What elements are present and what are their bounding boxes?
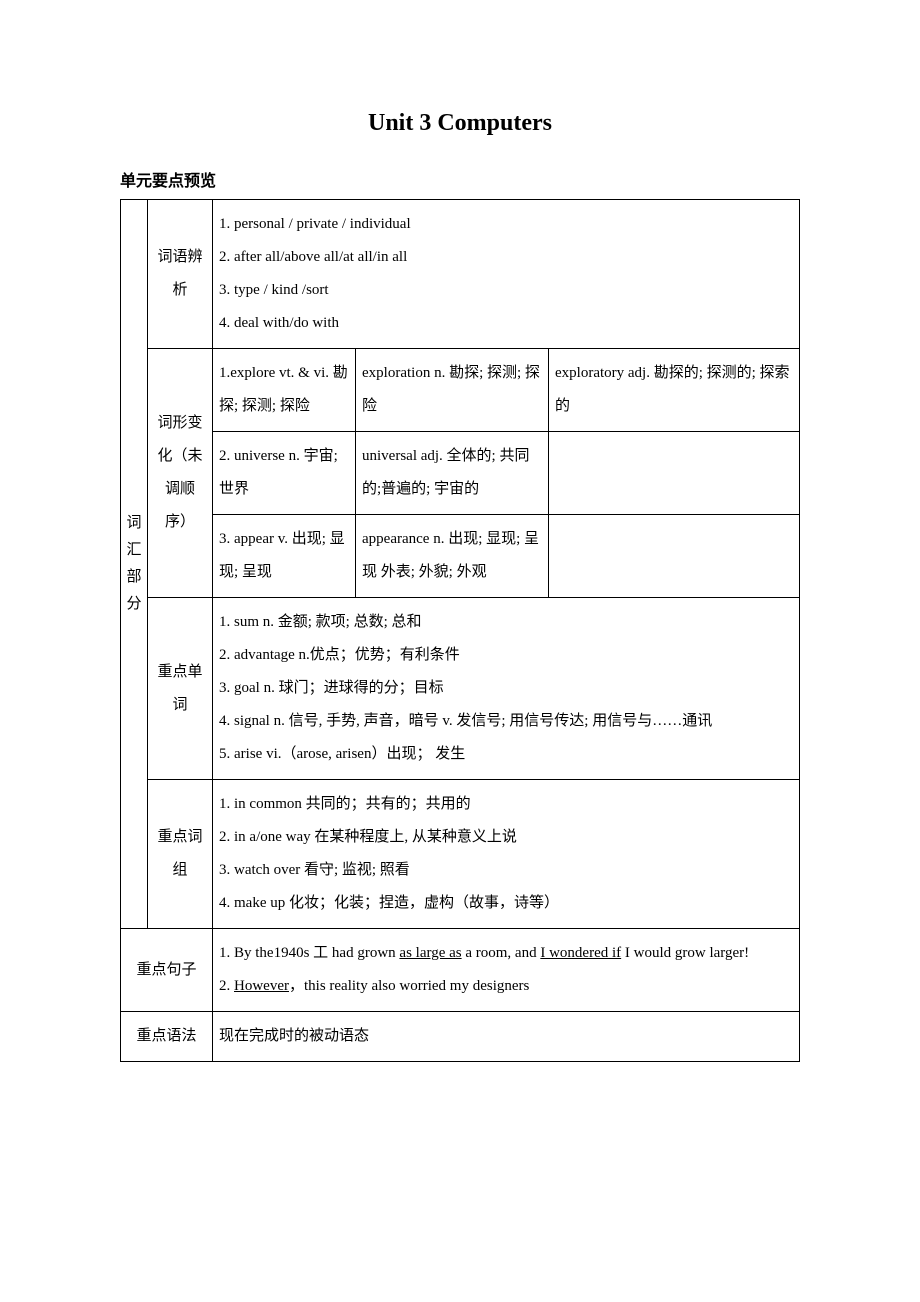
- group-label-vocab: 词汇部分: [121, 200, 148, 929]
- underline-text: However: [234, 978, 289, 994]
- wf-cell: exploratory adj. 勘探的; 探测的; 探索的: [549, 349, 800, 432]
- list-item: 3. goal n. 球门；进球得的分；目标: [219, 672, 793, 705]
- list-item: 1. in common 共同的；共有的；共用的: [219, 788, 793, 821]
- table-row: 重点单词 1. sum n. 金额; 款项; 总数; 总和 2. advanta…: [121, 598, 800, 780]
- table-row: 词形变化（未调顺序） 1.explore vt. & vi. 勘探; 探测; 探…: [121, 349, 800, 598]
- wf-cell: appearance n. 出现; 显现; 呈现 外表; 外貌; 外观: [356, 515, 549, 598]
- grammar-cell: 现在完成时的被动语态: [213, 1012, 800, 1062]
- discrimination-cell: 1. personal / private / individual 2. af…: [213, 200, 800, 349]
- list-item: 5. arise vi.（arose, arisen）出现； 发生: [219, 738, 793, 771]
- underline-text: as large as: [399, 945, 461, 961]
- section-label-sentences: 重点句子: [121, 929, 213, 1012]
- text: a room, and: [462, 945, 541, 961]
- section-label-keywords: 重点单词: [148, 598, 213, 780]
- wf-cell: [549, 515, 800, 598]
- overview-table: 词汇部分 词语辨析 1. personal / private / indivi…: [120, 199, 800, 1062]
- list-item: 3. type / kind /sort: [219, 274, 793, 307]
- list-item: 3. watch over 看守; 监视; 照看: [219, 854, 793, 887]
- wf-cell: 1.explore vt. & vi. 勘探; 探测; 探险: [213, 349, 356, 432]
- wf-cell: universal adj. 全体的; 共同的;普遍的; 宇宙的: [356, 432, 549, 515]
- list-item: 4. signal n. 信号, 手势, 声音，暗号 v. 发信号; 用信号传达…: [219, 705, 793, 738]
- text: 1. By the1940s 工 had grown: [219, 945, 399, 961]
- text: 2.: [219, 978, 234, 994]
- section-label-phrases: 重点词组: [148, 780, 213, 929]
- table-row: 2. universe n. 宇宙; 世界 universal adj. 全体的…: [213, 432, 799, 515]
- list-item: 4. deal with/do with: [219, 307, 793, 340]
- wf-cell: [549, 432, 800, 515]
- section-subtitle: 单元要点预览: [120, 167, 800, 191]
- table-row: 1.explore vt. & vi. 勘探; 探测; 探险 explorati…: [213, 349, 799, 432]
- list-item: 1. sum n. 金额; 款项; 总数; 总和: [219, 606, 793, 639]
- section-label-discrimination: 词语辨析: [148, 200, 213, 349]
- list-item: 2. after all/above all/at all/in all: [219, 241, 793, 274]
- wf-cell: 3. appear v. 出现; 显现; 呈现: [213, 515, 356, 598]
- sentences-cell: 1. By the1940s 工 had grown as large as a…: [213, 929, 800, 1012]
- table-row: 重点句子 1. By the1940s 工 had grown as large…: [121, 929, 800, 1012]
- list-item: 2. advantage n.优点；优势；有利条件: [219, 639, 793, 672]
- table-row: 重点词组 1. in common 共同的；共有的；共用的 2. in a/on…: [121, 780, 800, 929]
- document-page: Unit 3 Computers 单元要点预览 词汇部分 词语辨析 1. per…: [0, 0, 920, 1302]
- sentence-1: 1. By the1940s 工 had grown as large as a…: [219, 937, 793, 970]
- page-title: Unit 3 Computers: [120, 110, 800, 137]
- keywords-cell: 1. sum n. 金额; 款项; 总数; 总和 2. advantage n.…: [213, 598, 800, 780]
- list-item: 2. in a/one way 在某种程度上, 从某种意义上说: [219, 821, 793, 854]
- section-label-grammar: 重点语法: [121, 1012, 213, 1062]
- phrases-cell: 1. in common 共同的；共有的；共用的 2. in a/one way…: [213, 780, 800, 929]
- sentence-2: 2. However，this reality also worried my …: [219, 970, 793, 1003]
- section-label-wordforms: 词形变化（未调顺序）: [148, 349, 213, 598]
- underline-text: I wondered if: [540, 945, 621, 961]
- wordforms-cell: 1.explore vt. & vi. 勘探; 探测; 探险 explorati…: [213, 349, 800, 598]
- list-item: 4. make up 化妆；化装；捏造，虚构（故事，诗等）: [219, 887, 793, 920]
- table-row: 3. appear v. 出现; 显现; 呈现 appearance n. 出现…: [213, 515, 799, 598]
- text: I would grow larger!: [621, 945, 749, 961]
- wordforms-inner-table: 1.explore vt. & vi. 勘探; 探测; 探险 explorati…: [213, 349, 799, 597]
- text: ，this reality also worried my designers: [289, 978, 529, 994]
- wf-cell: 2. universe n. 宇宙; 世界: [213, 432, 356, 515]
- wf-cell: exploration n. 勘探; 探测; 探险: [356, 349, 549, 432]
- list-item: 1. personal / private / individual: [219, 208, 793, 241]
- table-row: 重点语法 现在完成时的被动语态: [121, 1012, 800, 1062]
- table-row: 词汇部分 词语辨析 1. personal / private / indivi…: [121, 200, 800, 349]
